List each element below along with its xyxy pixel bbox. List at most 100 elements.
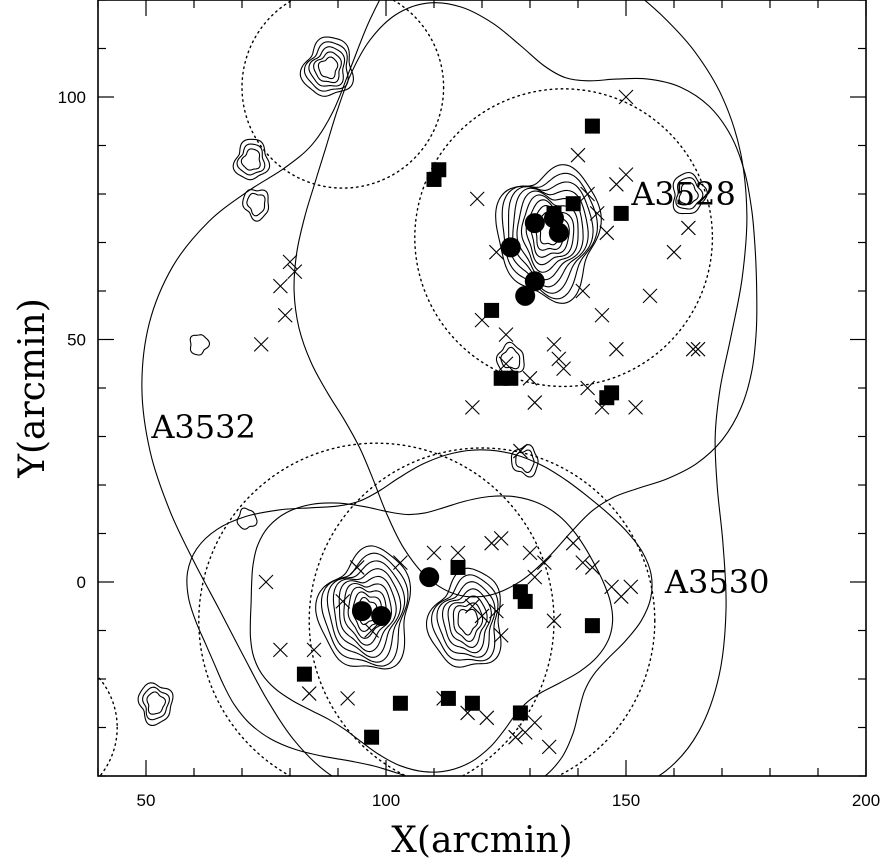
marker-cross [436, 691, 451, 706]
marker-cross [594, 307, 610, 323]
region-circle [414, 88, 714, 388]
x-tick-label: 100 [372, 791, 400, 810]
marker-cross [340, 691, 355, 706]
marker-cross [465, 598, 480, 614]
contour-level [672, 171, 708, 215]
marker-filled-circle [500, 237, 521, 258]
marker-cross [513, 443, 528, 459]
marker-filled-square [604, 385, 620, 401]
contour-level [338, 575, 397, 653]
x-axis-title: X(arcmin) [391, 820, 572, 861]
marker-filled-circle [352, 601, 372, 622]
contour-level [512, 187, 589, 288]
contour-level [436, 581, 496, 658]
contour-level [315, 545, 412, 670]
contour-level [137, 682, 174, 727]
marker-cross [306, 642, 322, 658]
marker-cross [599, 225, 615, 241]
contour-level [308, 46, 346, 87]
tick-labels: 50 100 150 200 0 50 100 [58, 88, 881, 810]
density-contours [137, 0, 758, 776]
contour-level [343, 582, 392, 646]
contour-level [317, 56, 339, 80]
contour-envelope [141, 0, 748, 776]
marker-cross [565, 535, 581, 551]
contour-level [326, 560, 406, 663]
marker-cross [349, 560, 365, 575]
marker-cross [541, 739, 557, 755]
marker-cross [258, 574, 274, 590]
marker-cross [546, 336, 562, 352]
marker-cross [580, 380, 595, 396]
y-tick-label: 50 [67, 331, 86, 350]
contour-level [240, 148, 261, 171]
marker-filled-square [546, 205, 562, 221]
contour-level [303, 41, 349, 92]
marker-filled-square [503, 370, 519, 386]
marker-cross [479, 710, 495, 726]
marker-cross [589, 206, 605, 221]
cluster-label: A3528 [630, 175, 736, 213]
marker-cross [556, 361, 571, 376]
marker-cross [301, 686, 317, 701]
marker-filled-square [613, 205, 629, 221]
contour-level [675, 177, 704, 210]
marker-cross [426, 545, 442, 561]
marker-cross [253, 336, 269, 352]
marker-cross [493, 530, 509, 546]
marker-filled-square [426, 171, 442, 187]
marker-cross [474, 312, 490, 328]
cluster-label: A3530 [664, 563, 770, 601]
marker-cross [522, 370, 538, 386]
marker-cross [450, 545, 466, 561]
marker-filled-circle [524, 271, 545, 292]
marker-cross [604, 579, 619, 595]
marker-cross [522, 545, 538, 561]
contour-level [510, 444, 539, 478]
region-circle [308, 447, 656, 776]
contour-envelope [186, 449, 653, 776]
marker-filled-circle [419, 567, 440, 588]
contour-level [501, 172, 598, 300]
contour-level [495, 164, 602, 304]
marker-cross [537, 555, 552, 570]
marker-cross [364, 623, 379, 638]
contour-level [447, 595, 488, 648]
contour-level [232, 138, 271, 181]
cluster-annotations: A3528 A3532 A3530 [150, 175, 769, 601]
marker-cross [498, 356, 514, 372]
marker-cross [690, 341, 706, 357]
galaxy-markers [253, 89, 706, 755]
y-tick-label: 100 [58, 88, 86, 107]
marker-cross [546, 613, 562, 629]
marker-cross [609, 341, 624, 357]
y-tick-label: 0 [77, 573, 86, 592]
marker-cross [642, 288, 658, 304]
marker-filled-circle [524, 213, 545, 234]
marker-cross [551, 351, 567, 367]
marker-filled-square [440, 690, 456, 706]
axis-ticks [97, 0, 867, 777]
contour-level [508, 181, 594, 294]
marker-cross [585, 560, 600, 575]
contour-level [515, 449, 535, 473]
x-tick-label: 50 [137, 791, 156, 810]
marker-filled-square [296, 666, 312, 682]
contour-level [246, 192, 266, 217]
contour-level [431, 574, 499, 662]
marker-filled-square [584, 618, 600, 634]
marker-filled-square [512, 705, 528, 721]
marker-cross [527, 395, 543, 410]
marker-cross [580, 186, 595, 202]
marker-cross [618, 167, 634, 182]
marker-cross [489, 603, 504, 619]
marker-cross [465, 400, 480, 415]
marker-cross [575, 555, 591, 570]
contour-level [236, 143, 266, 176]
contour-level [441, 588, 492, 654]
marker-cross [273, 278, 288, 294]
marker-cross [527, 569, 543, 585]
marker-cross [282, 254, 298, 270]
marker-cross [681, 220, 696, 236]
